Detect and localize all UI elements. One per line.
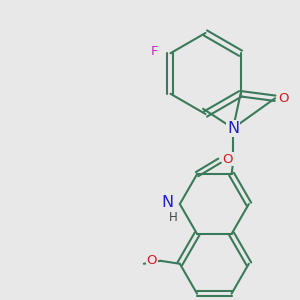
Text: O: O (223, 153, 233, 166)
Text: N: N (161, 195, 173, 210)
Text: N: N (227, 121, 239, 136)
Text: F: F (151, 45, 159, 58)
Text: H: H (169, 211, 178, 224)
Text: O: O (278, 92, 289, 105)
Text: O: O (147, 254, 157, 267)
